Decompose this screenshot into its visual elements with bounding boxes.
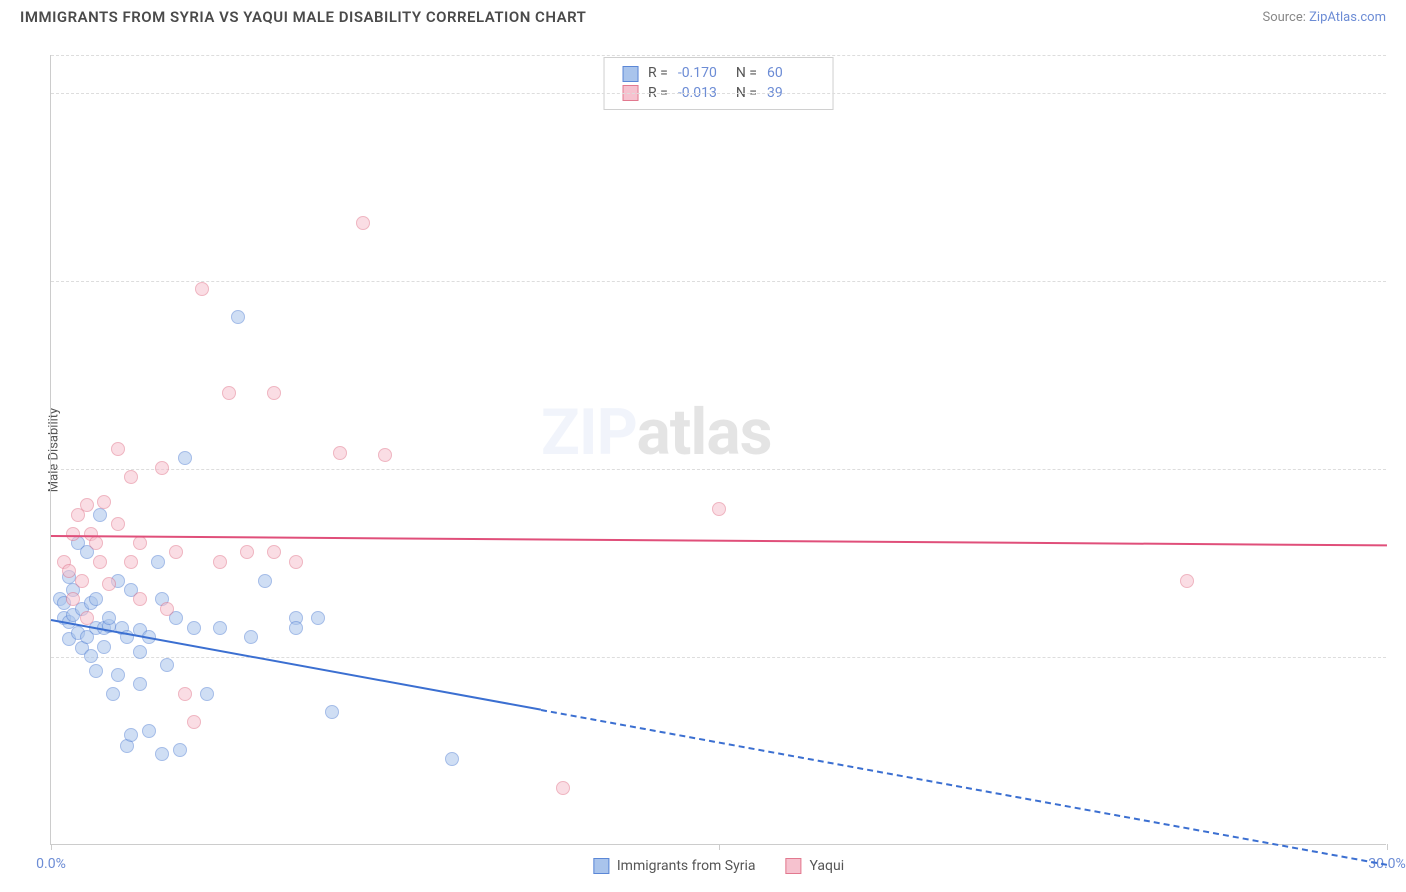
data-point [97, 640, 111, 654]
data-point [160, 658, 174, 672]
trend-line [51, 535, 1387, 546]
data-point [124, 728, 138, 742]
data-point [231, 310, 245, 324]
data-point [222, 386, 236, 400]
data-point [155, 461, 169, 475]
data-point [356, 216, 370, 230]
data-point [111, 517, 125, 531]
scatter-plot: ZIPatlas R =-0.170N =60R =-0.013N =39 Im… [50, 55, 1386, 845]
data-point [93, 508, 107, 522]
data-point [187, 621, 201, 635]
legend-swatch [593, 858, 609, 874]
data-point [187, 715, 201, 729]
x-tick [51, 844, 52, 850]
data-point [111, 442, 125, 456]
legend-item: Immigrants from Syria [593, 858, 756, 874]
data-point [213, 555, 227, 569]
data-point [66, 527, 80, 541]
data-point [62, 564, 76, 578]
data-point [89, 592, 103, 606]
data-point [133, 592, 147, 606]
legend-label: Yaqui [810, 858, 845, 874]
data-point [97, 495, 111, 509]
stat-legend: R =-0.170N =60R =-0.013N =39 [603, 57, 834, 110]
data-point [325, 705, 339, 719]
legend-swatch [786, 858, 802, 874]
data-point [93, 555, 107, 569]
data-point [311, 611, 325, 625]
data-point [267, 386, 281, 400]
data-point [178, 687, 192, 701]
y-tick-label: 20.0% [1391, 461, 1406, 477]
data-point [89, 536, 103, 550]
legend-item: Yaqui [786, 858, 845, 874]
y-tick-label: 10.0% [1391, 649, 1406, 665]
data-point [333, 446, 347, 460]
source-link[interactable]: ZipAtlas.com [1309, 10, 1386, 25]
data-point [80, 498, 94, 512]
data-point [124, 470, 138, 484]
data-point [169, 545, 183, 559]
data-point [155, 747, 169, 761]
data-point [133, 677, 147, 691]
data-point [84, 649, 98, 663]
data-point [289, 555, 303, 569]
data-point [111, 668, 125, 682]
trend-line [541, 709, 1387, 866]
data-point [445, 752, 459, 766]
x-tick-label: 0.0% [36, 856, 66, 872]
data-point [258, 574, 272, 588]
gridline [51, 55, 1386, 56]
data-point [160, 602, 174, 616]
x-tick [719, 844, 720, 850]
gridline [51, 469, 1386, 470]
data-point [178, 451, 192, 465]
data-point [106, 687, 120, 701]
data-point [151, 555, 165, 569]
y-tick-label: 30.0% [1391, 273, 1406, 289]
x-tick [1387, 844, 1388, 850]
data-point [102, 611, 116, 625]
y-tick-label: 40.0% [1391, 85, 1406, 101]
data-point [173, 743, 187, 757]
data-point [1180, 574, 1194, 588]
data-point [200, 687, 214, 701]
data-point [556, 781, 570, 795]
data-point [89, 664, 103, 678]
source-credit: Source: ZipAtlas.com [1262, 10, 1386, 25]
legend-swatch [622, 66, 638, 82]
watermark: ZIPatlas [541, 395, 771, 470]
data-point [378, 448, 392, 462]
data-point [102, 577, 116, 591]
data-point [133, 645, 147, 659]
data-point [240, 545, 254, 559]
legend-label: Immigrants from Syria [617, 858, 756, 874]
data-point [213, 621, 227, 635]
gridline [51, 93, 1386, 94]
data-point [142, 724, 156, 738]
data-point [244, 630, 258, 644]
data-point [66, 592, 80, 606]
data-point [80, 611, 94, 625]
data-point [124, 555, 138, 569]
gridline [51, 281, 1386, 282]
data-point [75, 574, 89, 588]
data-point [289, 621, 303, 635]
data-point [195, 282, 209, 296]
stat-legend-row: R =-0.170N =60 [622, 64, 815, 84]
chart-container: Male Disability ZIPatlas R =-0.170N =60R… [50, 55, 1386, 845]
data-point [133, 536, 147, 550]
data-point [712, 502, 726, 516]
data-point [267, 545, 281, 559]
series-legend: Immigrants from Syria Yaqui [593, 858, 844, 874]
chart-title: IMMIGRANTS FROM SYRIA VS YAQUI MALE DISA… [20, 8, 586, 26]
